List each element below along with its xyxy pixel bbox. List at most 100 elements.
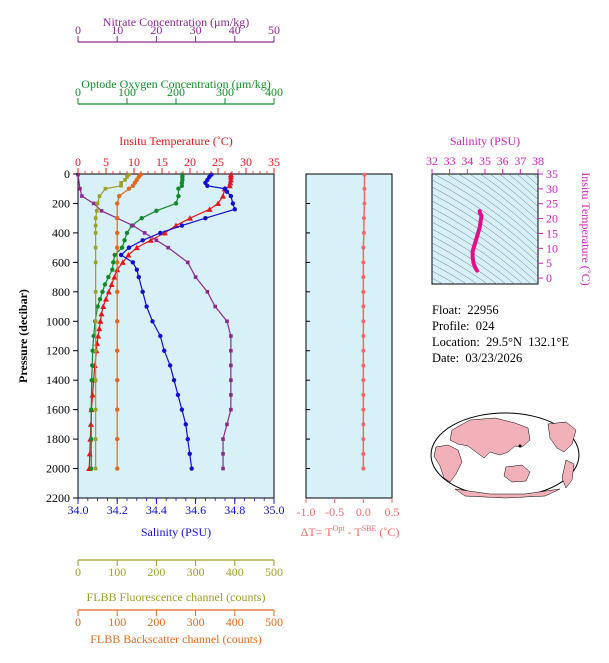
- oxygen-data-point: [91, 333, 96, 339]
- delta-t-data-point: [361, 422, 366, 427]
- temperature-data-point: [227, 173, 234, 180]
- ts-density-contour: [532, 174, 538, 179]
- oxygen-data-point: [122, 238, 127, 243]
- main-series-layer: [76, 171, 237, 472]
- nitrate-tick-label: 40: [229, 23, 241, 37]
- temperature-tick-label: 20: [184, 155, 196, 169]
- oxygen-data-point: [110, 267, 115, 272]
- ts-density-contour: [479, 174, 538, 221]
- oxygen-tick-label: 200: [167, 85, 185, 99]
- oxygen-data-point: [179, 183, 185, 188]
- fluorescence-data-point: [93, 378, 98, 382]
- salinity-data-point: [158, 333, 163, 339]
- pressure-axis-label: Pressure (decibar): [16, 289, 30, 383]
- nitrate-data-point: [229, 363, 233, 368]
- temperature-tick-label: 15: [156, 155, 168, 169]
- ts-density-contour: [489, 174, 538, 214]
- oxygen-data-point: [89, 436, 94, 442]
- backscatter-data-point: [115, 377, 120, 383]
- ts-temperature-tick-label: 0: [546, 271, 552, 285]
- oxygen-data-point: [106, 274, 111, 280]
- backscatter-data-point: [115, 260, 120, 265]
- map-land-asia: [449, 417, 531, 459]
- backscatter-data-point: [115, 407, 120, 412]
- delta-t-series-layer: [361, 172, 367, 471]
- fluorescence-tick-label: 0: [75, 565, 81, 579]
- oxygen-data-point: [176, 186, 181, 191]
- temperature-data-point: [100, 303, 107, 310]
- oxygen-data-point: [119, 245, 125, 250]
- nitrate-data-point: [229, 378, 233, 382]
- nitrate-data-point: [229, 407, 233, 412]
- ts-density-contour: [432, 249, 488, 284]
- backscatter-tick-label: 300: [187, 615, 205, 629]
- nitrate-data-point: [225, 422, 229, 427]
- fluorescence-data-point: [95, 209, 99, 213]
- oxygen-tick-label: 300: [216, 85, 234, 99]
- profile-number: Profile: 024: [432, 319, 495, 333]
- fluorescence-data-point: [93, 231, 98, 235]
- delta-t-plot-area: [305, 173, 393, 499]
- delta-t-data-point: [361, 378, 366, 383]
- temperature-data-point: [215, 200, 221, 206]
- pressure-tick-label: 2200: [46, 491, 70, 505]
- temperature-data-point: [95, 333, 102, 339]
- nitrate-data-point: [213, 304, 217, 309]
- fluorescence-data-point: [93, 437, 98, 441]
- backscatter-data-point: [115, 230, 120, 236]
- nitrate-tick-label: 30: [190, 23, 202, 37]
- fluorescence-axis-label: FLBB Fluorescence channel (counts): [87, 590, 266, 604]
- ts-density-contour: [432, 200, 538, 277]
- delta-t-data-point: [361, 466, 366, 471]
- fluorescence-data-point: [93, 260, 98, 265]
- ts-density-contour: [469, 174, 538, 228]
- nitrate-data-point: [99, 209, 104, 213]
- salinity-data-point: [224, 189, 230, 194]
- salinity-tick-label: 34.2: [107, 503, 128, 517]
- delta-t-tick-label: 0.5: [385, 505, 400, 519]
- salinity-data-point: [150, 319, 155, 324]
- backscatter-tick-label: 100: [108, 615, 126, 629]
- fluorescence-data-point: [119, 183, 123, 188]
- salinity-data-point: [189, 466, 194, 471]
- backscatter-data-point: [115, 245, 120, 250]
- temperature-data-point: [206, 206, 213, 212]
- temperature-data-point: [97, 318, 104, 324]
- ts-salinity-tick-label: 36: [497, 154, 509, 168]
- world-map: [430, 412, 580, 499]
- ts-density-contour: [499, 174, 538, 207]
- nitrate-data-point: [229, 334, 233, 338]
- float-location: Location: 29.5°N 132.1°E: [432, 335, 570, 349]
- delta-t-data-point: [361, 289, 366, 294]
- nitrate-data-point: [154, 238, 159, 243]
- ts-density-contour: [432, 242, 498, 284]
- backscatter-data-point: [115, 319, 120, 324]
- pressure-tick-label: 1000: [46, 314, 70, 328]
- backscatter-tick-label: 200: [147, 615, 165, 629]
- ts-density-contour-group: [432, 174, 538, 284]
- oxygen-data-point: [100, 289, 105, 295]
- backscatter-data-point: [126, 186, 132, 191]
- ts-density-contour: [432, 235, 507, 284]
- fluorescence-data-point: [93, 223, 98, 228]
- salinity-data-point: [185, 436, 190, 442]
- ts-temperature-axis-label: Insitu Temperature (˚C): [579, 172, 593, 286]
- backscatter-data-point: [130, 183, 136, 188]
- salinity-data-point: [134, 267, 139, 272]
- backscatter-tick-label: 0: [75, 615, 81, 629]
- salinity-data-point: [158, 230, 163, 236]
- salinity-data-point: [171, 377, 177, 383]
- ts-density-contour: [508, 174, 538, 200]
- ts-density-contour: [432, 193, 538, 270]
- ts-density-contour: [524, 174, 538, 186]
- salinity-data-point: [140, 238, 145, 243]
- delta-t-tick-label: -0.5: [325, 505, 344, 519]
- fluorescence-data-point: [95, 201, 100, 206]
- backscatter-axis-label: FLBB Backscatter channel (counts): [90, 632, 262, 646]
- oxygen-tick-label: 400: [265, 85, 283, 99]
- salinity-data-point: [183, 422, 188, 427]
- oxygen-data-point: [90, 363, 95, 368]
- salinity-tick-label: 34.8: [224, 503, 245, 517]
